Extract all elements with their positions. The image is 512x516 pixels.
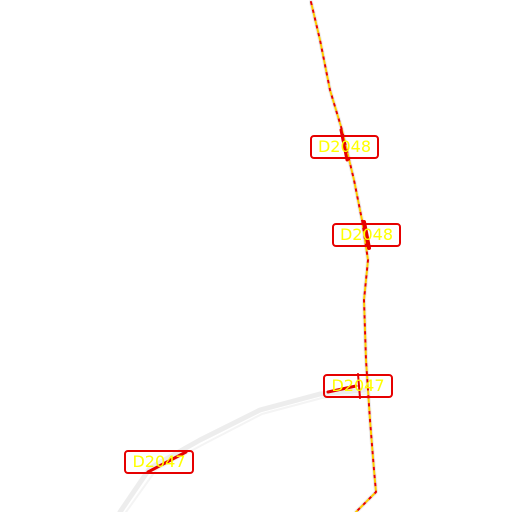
road-d2048-casing (309, 0, 378, 514)
road-segment-d2048-b (362, 220, 371, 250)
road-segment-d2047-b (146, 450, 188, 474)
road-label-d2047[interactable]: D2047 (323, 374, 393, 398)
road-label-d2048[interactable]: D2048 (332, 223, 401, 247)
road-label-d2048[interactable]: D2048 (310, 135, 379, 159)
road-segment-d2047-a-vertical (357, 373, 361, 399)
route-d2048-dash-red (310, 1, 377, 513)
road-label-d2047[interactable]: D2047 (124, 450, 194, 474)
road-segment-d2047-a (326, 384, 358, 394)
